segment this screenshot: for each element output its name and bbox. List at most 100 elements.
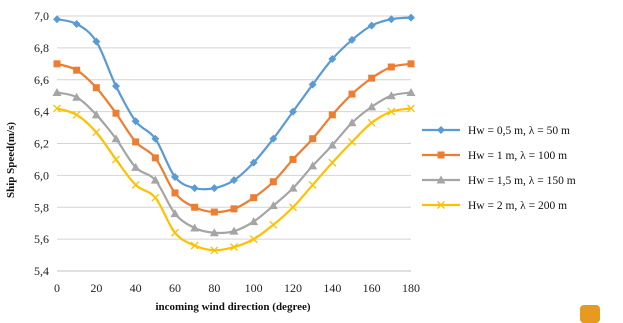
data-point <box>367 102 377 111</box>
data-point <box>92 128 101 137</box>
data-point <box>230 243 238 252</box>
data-point <box>112 82 120 91</box>
data-point <box>72 110 81 119</box>
data-point <box>250 194 258 202</box>
marker-stroke <box>328 158 337 167</box>
legend-item: Hw = 0,5 m, λ = 50 m <box>422 125 570 137</box>
marker-stroke <box>437 201 445 209</box>
marker-stroke <box>131 180 140 189</box>
data-point <box>328 158 337 167</box>
x-tick-label: 0 <box>54 281 60 295</box>
data-point <box>151 134 160 143</box>
data-point <box>151 154 159 162</box>
legend-item: Hw = 1 m, λ = 100 m <box>422 150 567 162</box>
y-tick-label: 5,8 <box>34 200 49 214</box>
data-point <box>406 88 416 96</box>
data-point <box>111 134 121 143</box>
data-point <box>53 104 61 113</box>
marker-stroke <box>230 243 238 252</box>
data-point <box>131 117 140 126</box>
data-point <box>368 74 376 82</box>
data-point <box>308 161 318 170</box>
data-point <box>289 107 297 116</box>
x-tick-label: 120 <box>284 281 302 295</box>
y-tick-label: 6,2 <box>34 137 49 151</box>
data-point <box>190 241 199 250</box>
marker-stroke <box>190 241 199 250</box>
data-point <box>92 84 100 92</box>
x-tick-label: 20 <box>90 281 102 295</box>
data-point <box>72 92 82 101</box>
y-axis-ticks: 5,4 5,6 5,8 6,0 6,2 6,4 6,6 6,8 7,0 <box>34 9 49 278</box>
data-point <box>327 140 337 149</box>
data-point <box>328 55 337 64</box>
data-point <box>190 184 199 193</box>
x-tick-label: 140 <box>323 281 341 295</box>
data-point <box>387 107 396 116</box>
data-point <box>229 226 239 235</box>
legend-marker <box>437 151 445 159</box>
data-point <box>209 228 219 237</box>
data-point <box>92 37 101 46</box>
data-point <box>210 208 218 216</box>
marker-stroke <box>367 118 376 127</box>
legend-marker <box>437 201 445 209</box>
data-point <box>53 60 61 68</box>
legend-label: Hw = 1 m, λ = 100 m <box>468 150 567 162</box>
data-point <box>171 189 179 197</box>
data-point <box>72 19 81 28</box>
data-point <box>387 15 396 24</box>
data-point <box>347 118 357 127</box>
x-axis-ticks: 0 20 40 60 80 100 120 140 160 180 <box>54 281 420 295</box>
y-tick-label: 5,4 <box>34 264 49 278</box>
data-point <box>289 155 297 163</box>
marker-stroke <box>308 180 317 189</box>
data-point <box>407 104 415 113</box>
data-point <box>91 110 101 119</box>
y-tick-label: 6,0 <box>34 168 49 182</box>
data-point <box>407 60 415 68</box>
data-point <box>210 246 219 255</box>
data-point <box>348 137 356 146</box>
marker-stroke <box>92 128 101 137</box>
series-2 <box>53 60 415 216</box>
legend-label: Hw = 1,5 m, λ = 150 m <box>468 175 576 187</box>
data-point <box>367 118 376 127</box>
data-point <box>131 162 141 171</box>
data-point <box>73 66 81 74</box>
data-point <box>210 184 219 193</box>
data-point <box>112 155 120 164</box>
legend-item: Hw = 2 m, λ = 200 m <box>422 200 567 212</box>
data-point <box>249 158 258 167</box>
y-tick-label: 5,6 <box>34 232 49 246</box>
marker-stroke <box>210 246 219 255</box>
data-point <box>386 91 396 100</box>
data-point <box>308 80 317 89</box>
data-point <box>387 63 395 71</box>
data-point <box>308 180 317 189</box>
legend-marker <box>437 126 445 134</box>
y-tick-label: 7,0 <box>34 9 49 23</box>
y-tick-label: 6,4 <box>34 105 49 119</box>
x-tick-label: 80 <box>208 281 220 295</box>
marker-stroke <box>112 155 120 164</box>
y-axis-title: Ship Speed(m/s) <box>5 122 17 198</box>
data-point <box>288 183 298 192</box>
marker-stroke <box>53 104 61 113</box>
y-tick-label: 6,8 <box>34 41 49 55</box>
x-tick-label: 40 <box>130 281 142 295</box>
data-point <box>269 134 278 143</box>
legend-label: Hw = 2 m, λ = 200 m <box>468 200 567 212</box>
data-point <box>170 209 180 218</box>
data-point <box>190 223 200 232</box>
data-point <box>269 220 278 229</box>
data-point <box>151 193 160 202</box>
marker-stroke <box>249 235 258 244</box>
data-point <box>53 15 61 24</box>
data-point <box>171 228 179 237</box>
series-1 <box>53 13 415 193</box>
marker-stroke <box>348 137 356 146</box>
data-point <box>309 135 317 143</box>
data-point <box>249 217 259 226</box>
